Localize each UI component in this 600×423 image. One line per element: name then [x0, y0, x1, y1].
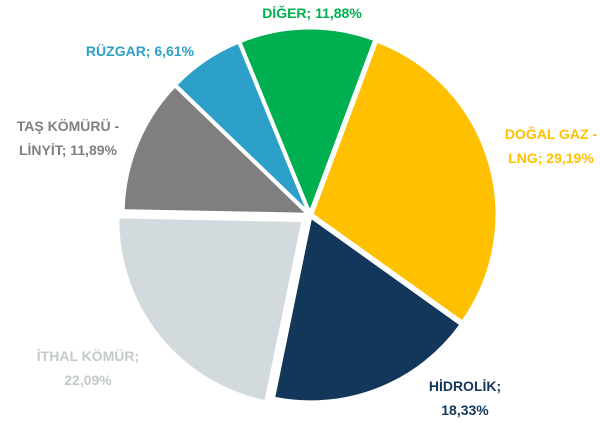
data-label-line: İTHAL KÖMÜR;: [37, 348, 139, 364]
pie-slice: [310, 39, 499, 324]
data-label-line: TAŞ KÖMÜRÜ -: [17, 118, 120, 134]
data-label-line: 18,33%: [441, 402, 489, 418]
pie-slice: [116, 215, 305, 404]
data-label: HİDROLİK; 18,33%: [429, 378, 501, 418]
pie-slice: [121, 84, 310, 216]
pie-slice: [272, 215, 463, 404]
data-label: DOĞAL GAZ - LNG; 29,19%: [505, 125, 598, 166]
data-label: RÜZGAR; 6,61%: [86, 43, 195, 59]
data-label: DİĞER; 11,88%: [262, 4, 362, 21]
data-label-line: DİĞER; 11,88%: [262, 4, 362, 21]
data-label-line: LİNYİT; 11,89%: [19, 142, 118, 158]
pie-slice: [238, 26, 377, 215]
data-label: TAŞ KÖMÜRÜ - LİNYİT; 11,89%: [17, 118, 120, 158]
data-label-line: HİDROLİK;: [429, 378, 501, 394]
data-label: İTHAL KÖMÜR; 22,09%: [37, 348, 139, 388]
data-label-line: DOĞAL GAZ -: [505, 125, 598, 142]
data-label-line: RÜZGAR; 6,61%: [86, 43, 195, 59]
data-label-line: LNG; 29,19%: [508, 150, 594, 166]
data-label-line: 22,09%: [64, 372, 112, 388]
